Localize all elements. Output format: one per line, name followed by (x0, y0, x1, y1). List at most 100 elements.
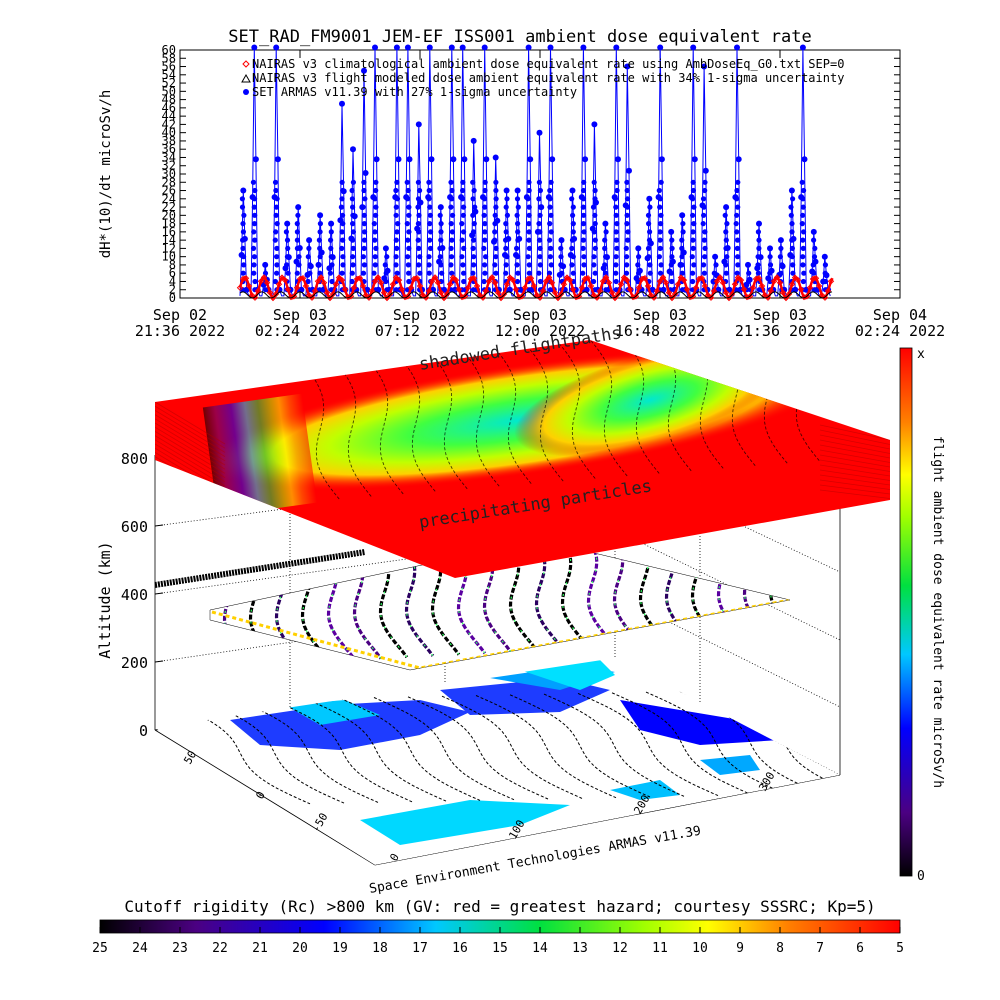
armas-point (789, 238, 794, 243)
armas-point (240, 238, 245, 243)
armas-point (373, 254, 378, 259)
armas-point (461, 279, 466, 284)
armas-point (393, 262, 398, 267)
armas-point (373, 262, 378, 267)
armas-point (527, 246, 532, 251)
armas-point (811, 238, 816, 243)
armas-point (537, 254, 542, 259)
x-tick-label-time: 07:12 2022 (375, 322, 465, 340)
armas-point (416, 180, 421, 185)
armas-point (307, 271, 312, 276)
right-colorbar: x 0 flight ambient dose equivalent rate … (900, 347, 945, 884)
armas-point (459, 221, 464, 226)
armas-point (449, 188, 454, 193)
armas-point (317, 212, 323, 218)
armas-point (362, 213, 367, 218)
armas-point (581, 238, 586, 243)
armas-point (615, 188, 620, 193)
armas-point (394, 254, 399, 259)
armas-point (329, 262, 334, 267)
armas-point (350, 213, 355, 218)
armas-point (482, 188, 487, 193)
armas-point (493, 271, 498, 276)
armas-point (515, 196, 520, 201)
armas-point (493, 205, 498, 210)
armas-point (329, 254, 334, 259)
armas-point (252, 205, 257, 210)
armas-point (823, 271, 828, 276)
armas-point (625, 238, 630, 243)
armas-point (735, 238, 740, 243)
armas-point (394, 205, 399, 210)
armas-point (702, 238, 707, 243)
armas-point (350, 188, 355, 193)
armas-point (625, 229, 630, 234)
armas-point (723, 213, 728, 218)
armas-point (657, 254, 662, 259)
armas-point (503, 246, 508, 251)
armas-point (778, 271, 783, 276)
top-surface-edge-gradient (203, 394, 317, 517)
armas-point (702, 254, 707, 259)
armas-point (571, 221, 576, 226)
legend: NAIRAS v3 climatological ambient dose eq… (242, 57, 844, 99)
armas-point (526, 180, 531, 185)
armas-point (252, 188, 257, 193)
armas-point (581, 188, 586, 193)
armas-point (800, 262, 805, 267)
armas-point (592, 196, 597, 201)
armas-point (340, 262, 345, 267)
armas-point (350, 238, 355, 243)
armas-point (448, 205, 453, 210)
armas-point (394, 238, 399, 243)
legend-item-nairas-climatological: NAIRAS v3 climatological ambient dose eq… (252, 57, 844, 71)
armas-point (251, 246, 256, 251)
armas-point (614, 180, 619, 185)
armas-point (460, 188, 465, 193)
armas-point (416, 213, 421, 218)
armas-point (240, 196, 245, 201)
armas-point (482, 45, 488, 51)
legend-item-armas: SET ARMAS v11.39 with 27% 1-sigma uncert… (252, 85, 577, 99)
armas-point (669, 279, 674, 284)
armas-point (449, 254, 454, 259)
armas-point (439, 271, 444, 276)
armas-point (614, 254, 619, 259)
orbit-track-highlight (735, 519, 771, 639)
armas-point (362, 221, 367, 226)
armas-point (614, 229, 619, 234)
armas-point (426, 196, 431, 201)
armas-point (658, 246, 663, 251)
armas-point (460, 196, 465, 201)
armas-point (273, 238, 278, 243)
armas-point (438, 213, 443, 218)
x-tick-label-time: 02:24 2022 (855, 322, 945, 340)
armas-point (691, 205, 696, 210)
armas-point (548, 45, 554, 51)
armas-point (339, 229, 344, 234)
armas-point (328, 221, 334, 227)
armas-point (461, 156, 467, 162)
armas-point (701, 221, 706, 226)
armas-point (646, 221, 651, 226)
armas-point (460, 238, 465, 243)
armas-point (417, 271, 422, 276)
armas-point (679, 212, 685, 218)
armas-point (384, 254, 389, 259)
armas-point (659, 262, 664, 267)
armas-point (571, 271, 576, 276)
armas-point (691, 262, 696, 267)
z-tick-mark (155, 525, 163, 526)
armas-point (505, 213, 510, 218)
armas-point (274, 271, 279, 276)
armas-point (559, 271, 564, 276)
armas-point (756, 271, 761, 276)
armas-point (406, 279, 411, 284)
armas-point (371, 271, 376, 276)
armas-point (406, 262, 411, 267)
armas-point (493, 254, 498, 259)
armas-point (470, 271, 475, 276)
armas-point (614, 221, 619, 226)
armas-point (363, 170, 369, 176)
armas-point (241, 213, 246, 218)
